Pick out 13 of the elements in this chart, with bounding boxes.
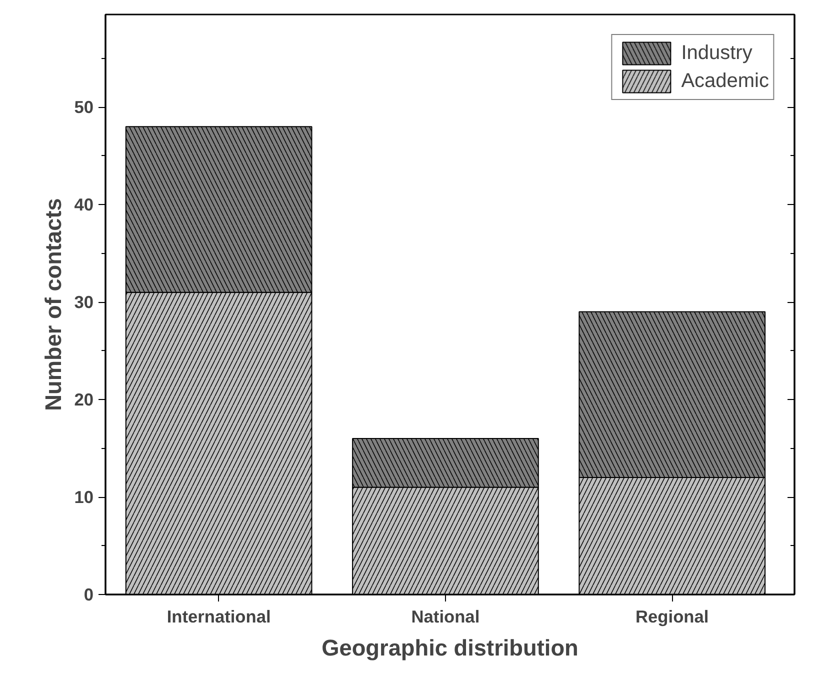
y-tick-label: 10 (74, 487, 94, 508)
y-tick-label: 30 (74, 292, 94, 312)
y-tick-label: 0 (84, 584, 94, 604)
x-tick-label: Regional (636, 606, 709, 626)
x-axis-title: Geographic distribution (322, 634, 578, 660)
legend-label: Academic (681, 70, 769, 92)
x-tick-label: National (411, 606, 480, 626)
y-tick-label: 40 (74, 194, 94, 215)
legend-label: Industry (681, 42, 752, 64)
y-tick-label: 50 (74, 97, 94, 118)
x-tick-label: International (166, 606, 271, 626)
y-axis-title: Number of contacts (40, 198, 66, 411)
y-tick-label: 20 (74, 390, 94, 410)
